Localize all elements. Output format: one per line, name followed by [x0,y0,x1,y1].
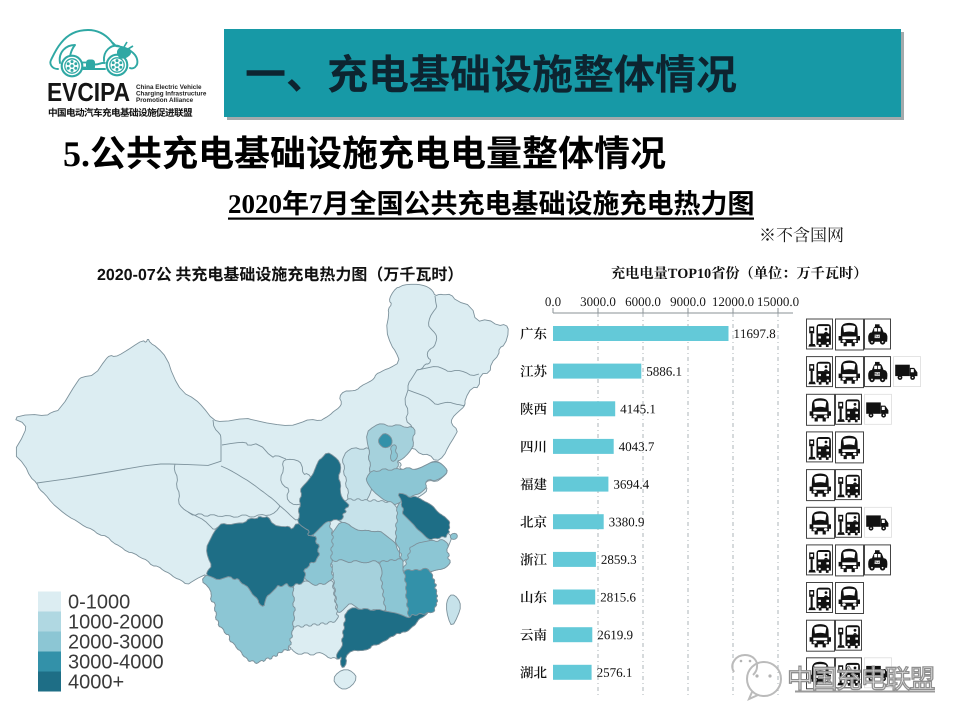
svg-text:EVCIPA: EVCIPA [47,77,130,107]
svg-text:Promotion Alliance: Promotion Alliance [136,97,194,104]
svg-text:Charging Infrastructure: Charging Infrastructure [136,90,207,97]
svg-text:China Electric Vehicle: China Electric Vehicle [136,84,202,91]
svg-text:0-1000: 0-1000 [68,592,130,614]
svg-text:4000+: 4000+ [68,672,124,694]
svg-text:3000-4000: 3000-4000 [68,652,164,674]
svg-text:2000-3000: 2000-3000 [68,632,164,654]
svg-text:1000-2000: 1000-2000 [68,612,164,634]
